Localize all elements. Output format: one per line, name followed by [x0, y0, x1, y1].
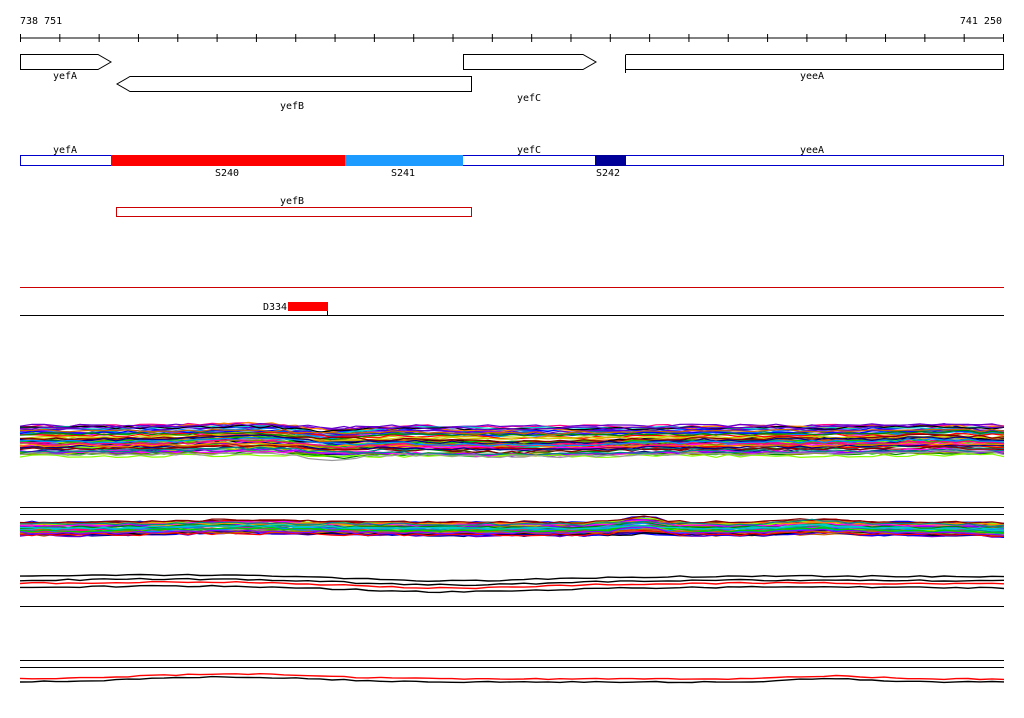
- expression-profile-line: [19, 525, 1005, 534]
- segment-gene-label-yefC: yefC: [517, 145, 541, 156]
- antisense-box-yefB[interactable]: [116, 207, 472, 217]
- expression-profile-bundle-1: [19, 421, 1005, 462]
- expression-profile-line: [19, 523, 1005, 531]
- feature-D334[interactable]: [288, 302, 328, 311]
- gene-arrow-yefC[interactable]: [463, 54, 598, 70]
- expression-profile-bundle-2: [19, 515, 1005, 538]
- expression-profile-line: [20, 428, 1005, 435]
- expression-profile-line: [19, 429, 1005, 441]
- expression-profile-line: [19, 438, 1005, 449]
- segment-label-S242: S242: [596, 168, 620, 179]
- expression-profile-line: [19, 580, 1005, 590]
- gene-label-yefC: yefC: [517, 93, 541, 104]
- segment-S240[interactable]: [111, 155, 345, 166]
- expression-profile-line: [19, 431, 1005, 443]
- gene-arrow-yeeA[interactable]: [625, 54, 1004, 74]
- segment-S242[interactable]: [595, 155, 626, 166]
- expression-profile-line: [19, 449, 1005, 462]
- gene-arrow-yefB[interactable]: [115, 76, 472, 92]
- segment-label-S240: S240: [215, 168, 239, 179]
- expression-profile-line: [19, 515, 1005, 524]
- ruler-end-label: 741 250: [960, 16, 1002, 27]
- expression-profile-line: [19, 675, 1005, 684]
- segment-S241[interactable]: [345, 155, 463, 166]
- ruler-ticks: [20, 34, 1004, 42]
- gene-track: yefA yefB yefC yeeA: [20, 54, 1004, 112]
- expression-profile-line: [19, 422, 1005, 431]
- gene-label-yefA: yefA: [53, 71, 77, 82]
- expression-profile-line: [19, 573, 1005, 583]
- gene-arrow-yefA[interactable]: [20, 54, 113, 70]
- ruler-start-label: 738 751: [20, 16, 62, 27]
- coordinate-ruler: 738 751 741 250: [20, 16, 1004, 42]
- expression-profile-line: [19, 421, 1005, 433]
- expression-profile-line: [19, 434, 1005, 445]
- antisense-track: yefB: [116, 196, 472, 217]
- expression-profile-line: [19, 577, 1005, 587]
- segment-track-outline: [20, 155, 1004, 166]
- feature-track: D334: [20, 287, 1004, 316]
- expression-profile-pair-2: [19, 672, 1005, 684]
- segment-gene-label-yeeA: yeeA: [800, 145, 824, 156]
- expression-profile-line: [19, 672, 1005, 681]
- expression-profile-line: [19, 444, 1005, 451]
- segment-track: yefA yefC yeeA S240 S241 S242: [20, 145, 1004, 179]
- expression-profile-line: [19, 526, 1005, 536]
- expression-profile-pair-1: [19, 573, 1005, 594]
- expression-profile-line: [19, 518, 1005, 528]
- feature-label-D334: D334: [263, 302, 287, 313]
- expression-profile-line: [20, 584, 1005, 594]
- antisense-label-yefB: yefB: [280, 196, 304, 207]
- segment-gene-label-yefA: yefA: [53, 145, 77, 156]
- gene-label-yefB: yefB: [280, 101, 304, 112]
- expression-profile-line: [19, 436, 1005, 447]
- gene-label-yeeA: yeeA: [800, 71, 824, 82]
- segment-label-S241: S241: [391, 168, 415, 179]
